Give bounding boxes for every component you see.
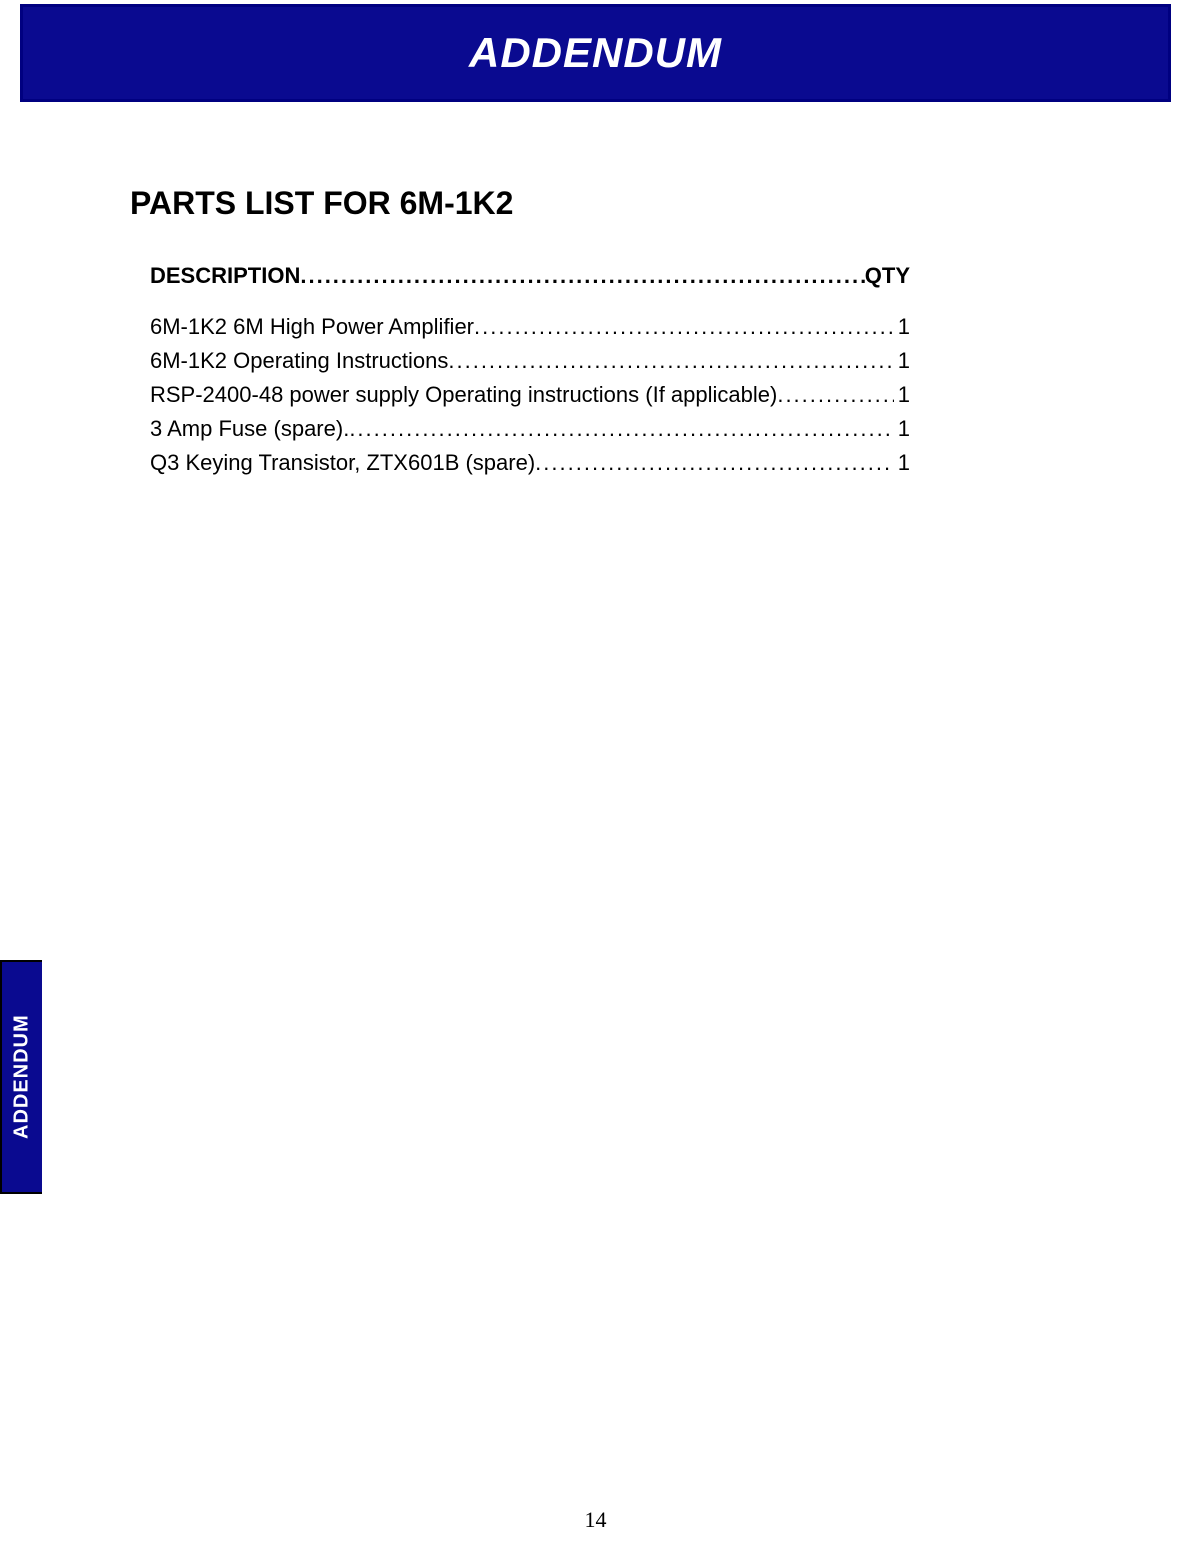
banner-title: ADDENDUM [469, 29, 722, 77]
column-header: DESCRIPTION ............................… [150, 263, 910, 289]
part-qty: 1 [894, 446, 910, 480]
part-description: 6M-1K2 6M High Power Amplifier [150, 310, 474, 344]
part-qty: 1 [894, 344, 910, 378]
leader-dots: ........................................… [535, 446, 894, 480]
part-qty: 1 [894, 378, 910, 412]
leader-dots: ........................................… [300, 263, 864, 289]
qty-label: QTY [865, 263, 910, 289]
list-item: RSP-2400-48 power supply Operating instr… [150, 378, 910, 412]
section-title: PARTS LIST FOR 6M-1K2 [130, 185, 513, 222]
part-description: 6M-1K2 Operating Instructions [150, 344, 448, 378]
header-banner: ADDENDUM [20, 4, 1171, 102]
part-qty: 1 [894, 310, 910, 344]
list-item: 6M-1K2 Operating Instructions ..........… [150, 344, 910, 378]
description-label: DESCRIPTION [150, 263, 300, 289]
side-tab-label: ADDENDUM [11, 1015, 34, 1140]
list-item: 6M-1K2 6M High Power Amplifier .........… [150, 310, 910, 344]
part-qty: 1 [894, 412, 910, 446]
part-description: RSP-2400-48 power supply Operating instr… [150, 378, 777, 412]
list-item: Q3 Keying Transistor, ZTX601B (spare) ..… [150, 446, 910, 480]
part-description: Q3 Keying Transistor, ZTX601B (spare) [150, 446, 535, 480]
leader-dots: ........................................… [777, 378, 893, 412]
part-description: 3 Amp Fuse (spare). [150, 412, 349, 446]
leader-dots: ........................................… [448, 344, 893, 378]
parts-list: 6M-1K2 6M High Power Amplifier .........… [150, 310, 910, 480]
list-item: 3 Amp Fuse (spare). ....................… [150, 412, 910, 446]
page-number: 14 [0, 1507, 1191, 1533]
leader-dots: ........................................… [349, 412, 893, 446]
leader-dots: ........................................… [474, 310, 894, 344]
side-tab: ADDENDUM [0, 960, 42, 1194]
